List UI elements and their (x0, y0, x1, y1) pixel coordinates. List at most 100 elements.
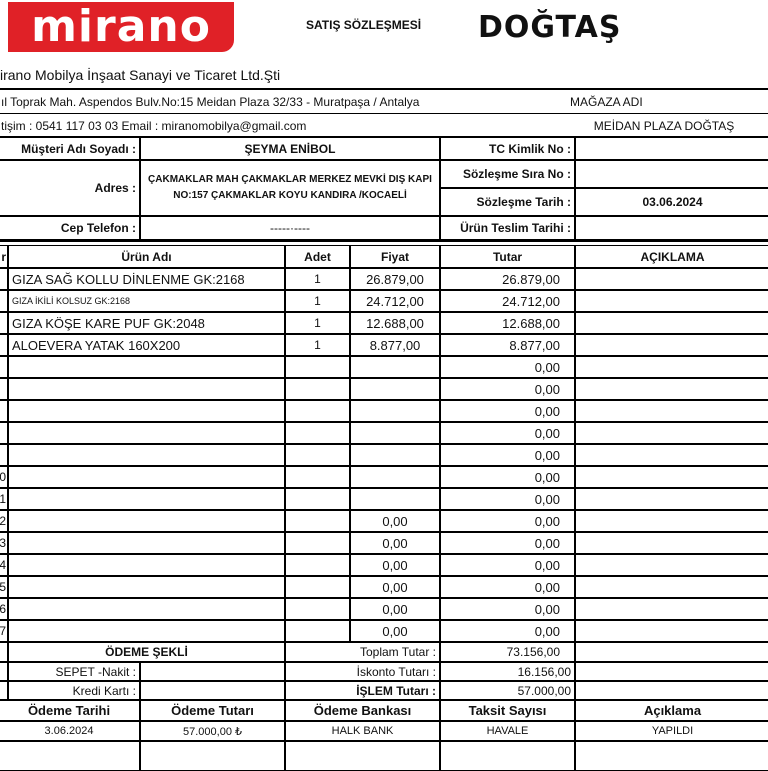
line-total-text: 8.877,00 (509, 337, 560, 353)
cash-value (140, 662, 285, 681)
dogtas-logo: DOĞTAŞ (478, 10, 622, 45)
card-value (140, 681, 285, 700)
col-name-header: Ürün Adı (8, 245, 285, 268)
line-total: 0,00 (440, 378, 575, 400)
line-total: 0,00 (440, 554, 575, 576)
payment-header: Ödeme Tutarı (140, 700, 285, 721)
phone-value-text: -----·---- (270, 221, 310, 235)
product-name: GIZA SAĞ KOLLU DİNLENME GK:2168 (8, 268, 285, 290)
product-name (8, 356, 285, 378)
quantity (285, 356, 350, 378)
total-value-text: 73.156,00 (506, 645, 560, 659)
quantity (285, 620, 350, 642)
col-no-header-text: r (1, 249, 6, 264)
delivery-date (575, 216, 768, 240)
price-text: 12.688,00 (366, 315, 424, 331)
address-label-text: Adres : (94, 181, 136, 195)
line-total-text: 0,00 (534, 359, 560, 375)
line-total-text: 0,00 (534, 469, 560, 485)
line-total-text: 24.712,00 (502, 293, 560, 309)
payment-empty-cell (440, 741, 575, 771)
row-number-text: 3 (0, 536, 6, 550)
line-total-text: 0,00 (534, 425, 560, 441)
product-name-text: GIZA SAĞ KOLLU DİNLENME GK:2168 (12, 271, 245, 287)
product-name (8, 554, 285, 576)
line-total-text: 0,00 (534, 623, 560, 639)
price (350, 400, 440, 422)
col-name-header-text: Ürün Adı (121, 249, 172, 264)
quantity: 1 (285, 268, 350, 290)
row-number-text: 2 (0, 514, 6, 528)
row-number (0, 290, 8, 312)
product-name (8, 444, 285, 466)
company-contact: tişim : 0541 117 03 03 Email : miranomob… (0, 114, 558, 137)
summary-note (575, 642, 768, 662)
row-number (0, 312, 8, 334)
contract-no-label-text: Sözleşme Sıra No : (462, 167, 571, 181)
price: 0,00 (350, 554, 440, 576)
product-name (8, 466, 285, 488)
price (350, 356, 440, 378)
quantity (285, 554, 350, 576)
discount-label: İskonto Tutarı : (285, 662, 440, 681)
net-label: İŞLEM Tutarı : (285, 681, 440, 700)
contract-date-label-text: Sözleşme Tarih : (476, 195, 571, 209)
tc-value (575, 137, 768, 160)
product-name (8, 532, 285, 554)
phone-label: Cep Telefon : (0, 216, 140, 240)
row-number-text: 0 (0, 470, 6, 484)
price (350, 488, 440, 510)
price-text: 0,00 (382, 557, 408, 573)
payment-cell: 3.06.2024 (0, 721, 140, 741)
discount-value: 16.156,00 (440, 662, 575, 681)
price-text: 0,00 (382, 579, 408, 595)
payment-cell-text: 57.000,00 ₺ (183, 725, 242, 738)
product-name (8, 510, 285, 532)
col-price-header: Fiyat (350, 245, 440, 268)
address-line: ÇAKMAKLAR MAH ÇAKMAKLAR MERKEZ MEVKİ DIŞ… (148, 174, 432, 185)
col-price-header-text: Fiyat (380, 249, 409, 264)
total-label: Toplam Tutar : (285, 642, 440, 662)
line-total: 26.879,00 (440, 268, 575, 290)
price-text: 0,00 (382, 513, 408, 529)
summary-note (575, 662, 768, 681)
net-label-text: İŞLEM Tutarı : (356, 683, 436, 698)
payment-cell: HALK BANK (285, 721, 440, 741)
discount-label-text: İskonto Tutarı : (356, 664, 436, 679)
row-number-text: 1 (0, 492, 6, 506)
address-row (0, 90, 768, 114)
line-total: 0,00 (440, 620, 575, 642)
line-note (575, 598, 768, 620)
row-number (0, 334, 8, 356)
payment-empty-cell (285, 741, 440, 771)
line-note (575, 532, 768, 554)
phone-value: -----·---- (140, 216, 440, 240)
contract-date-label: Sözleşme Tarih : (440, 188, 575, 216)
store-name-text: MEİDAN PLAZA DOĞTAŞ (593, 118, 735, 133)
line-note (575, 488, 768, 510)
line-total-text: 26.879,00 (502, 271, 560, 287)
line-total: 0,00 (440, 576, 575, 598)
row-number (0, 444, 8, 466)
line-total-text: 12.688,00 (502, 315, 560, 331)
payment-header-text: Ödeme Tarihi (27, 703, 111, 718)
quantity: 1 (285, 290, 350, 312)
row-number: 0 (0, 466, 8, 488)
row-number (0, 268, 8, 290)
quantity (285, 400, 350, 422)
product-name (8, 422, 285, 444)
line-note (575, 620, 768, 642)
row-number-text: 5 (0, 580, 6, 594)
line-note (575, 356, 768, 378)
price-text: 8.877,00 (369, 337, 421, 353)
price: 0,00 (350, 620, 440, 642)
product-name (8, 620, 285, 642)
line-total: 8.877,00 (440, 334, 575, 356)
quantity-text: 1 (314, 316, 321, 330)
price: 0,00 (350, 598, 440, 620)
line-note (575, 466, 768, 488)
contract-no (575, 160, 768, 188)
quantity (285, 444, 350, 466)
product-name-text: GIZA İKİLİ KOLSUZ GK:2168 (12, 296, 131, 306)
price: 8.877,00 (350, 334, 440, 356)
